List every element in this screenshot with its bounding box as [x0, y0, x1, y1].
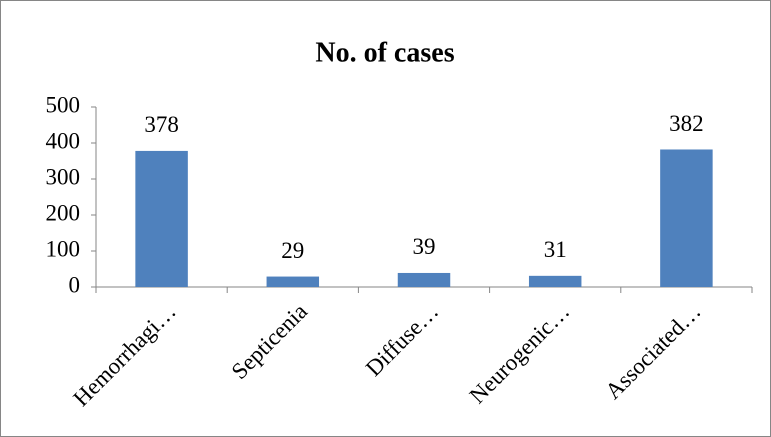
bar: [397, 272, 451, 287]
data-label: 378: [144, 112, 179, 137]
y-tick-label: 400: [46, 128, 81, 153]
data-label: 382: [669, 111, 704, 136]
y-tick-label: 200: [46, 200, 81, 225]
data-label: 29: [281, 238, 304, 263]
bar: [528, 275, 582, 287]
y-tick-label: 300: [46, 164, 81, 189]
data-label: 31: [544, 237, 567, 262]
y-tick-label: 100: [46, 236, 81, 261]
bar: [135, 150, 188, 287]
y-tick-label: 0: [69, 272, 81, 297]
y-tick-label: 500: [46, 92, 81, 117]
bar: [660, 149, 713, 287]
data-label: 39: [413, 234, 436, 259]
chart-title: No. of cases: [315, 37, 454, 68]
bar: [266, 276, 320, 287]
